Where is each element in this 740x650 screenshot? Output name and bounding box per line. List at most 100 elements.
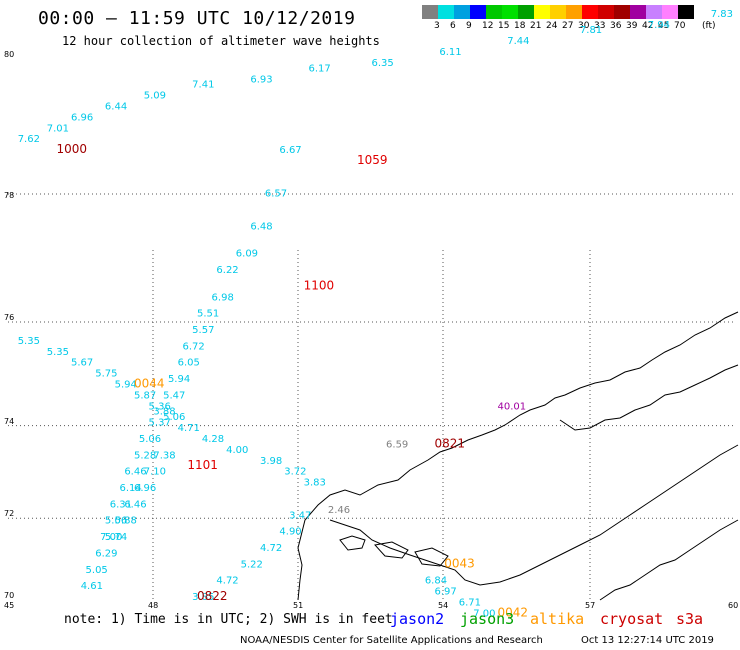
island-1 — [339, 535, 366, 551]
wave-height-label: 6.67 — [279, 145, 301, 156]
wave-height-label: 5.67 — [71, 358, 93, 369]
wave-height-label: 5.06 — [139, 434, 161, 445]
wave-height-label: 7.00 — [100, 532, 122, 543]
wave-height-label: 7.81 — [580, 25, 602, 36]
legend-unit: (ft) — [702, 21, 716, 31]
wave-height-label: 6.72 — [182, 341, 204, 352]
wave-height-label: 6.96 — [71, 112, 93, 123]
wave-height-label: 5.75 — [95, 369, 117, 380]
wave-height-label: 5.87 — [134, 390, 156, 401]
footer-timestamp: Oct 13 12:27:14 UTC 2019 — [581, 635, 714, 646]
wave-height-label: 5.35 — [18, 336, 40, 347]
lon-tick-label: 54 — [438, 601, 448, 610]
wave-height-label: 6.22 — [216, 265, 238, 276]
wave-height-label: 6.84 — [425, 576, 447, 587]
wave-height-label: 40.01 — [498, 401, 527, 412]
coastline-inlet — [559, 364, 739, 431]
wave-height-label: 6.59 — [386, 439, 408, 450]
page-subtitle: 12 hour collection of altimeter wave hei… — [62, 34, 380, 48]
wave-height-label: 6.11 — [439, 47, 461, 58]
wave-height-label: 5.28 — [134, 450, 156, 461]
wave-height-label: 6.46 — [124, 467, 146, 478]
wave-height-label: 4.72 — [216, 576, 238, 587]
coastline-south — [329, 444, 739, 586]
lat-tick-label: 74 — [4, 417, 14, 426]
footer-credit: NOAA/NESDIS Center for Satellite Applica… — [240, 635, 543, 646]
wave-height-label: 6.57 — [265, 189, 287, 200]
coastline-mainland — [297, 311, 739, 601]
legend-label: 3 — [434, 21, 440, 31]
pass-time-label: 1059 — [357, 153, 388, 167]
legend-swatch — [518, 5, 534, 19]
wave-height-label: 3.98 — [260, 456, 282, 467]
wave-height-label: 4.90 — [279, 527, 301, 538]
wave-height-label: 4.28 — [202, 434, 224, 445]
legend-s3a: s3a — [676, 610, 704, 628]
legend-label: 39 — [626, 21, 638, 31]
legend-swatch — [470, 5, 486, 19]
legend-label: 30 — [578, 21, 590, 31]
wave-height-label: 5.88 — [115, 516, 137, 527]
wave-height-label: 6.35 — [372, 58, 394, 69]
wave-height-label: 3.83 — [304, 478, 326, 489]
legend-label: 15 — [498, 21, 510, 31]
legend-swatch — [454, 5, 470, 19]
wave-height-label: 6.97 — [435, 587, 457, 598]
legend-swatch — [438, 5, 454, 19]
legend-swatch — [598, 5, 614, 19]
wave-height-label: 7.10 — [144, 467, 166, 478]
wave-height-label: 4.61 — [81, 581, 103, 592]
wave-height-label: 0042 — [498, 605, 529, 619]
wave-height-label: 6.05 — [178, 358, 200, 369]
wave-height-label: 6.93 — [250, 74, 272, 85]
legend-label: 6 — [450, 21, 456, 31]
legend-label: 18 — [514, 21, 526, 31]
wave-height-label: 6.44 — [105, 102, 127, 113]
island-2 — [374, 541, 409, 559]
legend-label: 21 — [530, 21, 542, 31]
lon-tick-label: 51 — [293, 601, 303, 610]
wave-height-label: 7.44 — [507, 36, 529, 47]
legend-swatch — [566, 5, 582, 19]
lon-tick-label: 57 — [585, 601, 595, 610]
legend-swatch — [582, 5, 598, 19]
wave-height-label: 7.62 — [18, 134, 40, 145]
legend-label: 12 — [482, 21, 494, 31]
wave-height-label: 5.06 — [163, 412, 185, 423]
lat-tick-label: 80 — [4, 50, 14, 59]
lat-tick-label: 78 — [4, 191, 14, 200]
legend-jason3: jason3 — [460, 610, 515, 628]
wave-height-label: 5.22 — [241, 559, 263, 570]
wave-height-label: 7.38 — [153, 450, 175, 461]
legend-label: 45 — [658, 21, 670, 31]
wave-height-label: 7.94 — [648, 20, 670, 31]
pass-time-label: 0822 — [197, 589, 228, 603]
page-title: 00:00 – 11:59 UTC 10/12/2019 — [38, 8, 356, 29]
pass-time-label: 1000 — [56, 142, 87, 156]
wave-height-label: 5.51 — [197, 309, 219, 320]
wave-height-label: 5.74 — [105, 532, 127, 543]
wave-height-label: 6.46 — [124, 499, 146, 510]
color-legend-labels: 3 6 9 12 15 18 21 24 27 30 33 36 39 42 45 70 (ft) — [422, 21, 740, 35]
legend-swatch — [502, 5, 518, 19]
legend-label: 70 — [674, 21, 686, 31]
legend-swatch — [630, 5, 646, 19]
legend-swatch — [422, 5, 438, 19]
wave-height-label: 5.36 — [149, 401, 171, 412]
wave-height-label: 3.47 — [289, 510, 311, 521]
lon-tick-label: 60 — [728, 601, 738, 610]
wave-height-label: 6.29 — [95, 548, 117, 559]
pass-time-label: 0821 — [435, 436, 466, 450]
wave-height-label: 0044 — [134, 376, 165, 390]
legend-swatch — [678, 5, 694, 19]
wave-height-label: 7.41 — [192, 80, 214, 91]
legend-swatch — [534, 5, 550, 19]
lat-tick-label: 70 — [4, 591, 14, 600]
wave-height-label: 6.09 — [236, 249, 258, 260]
wave-height-label: 4.72 — [260, 543, 282, 554]
legend-label: 27 — [562, 21, 574, 31]
wave-height-label: 5.94 — [168, 374, 190, 385]
coastline-east — [599, 519, 739, 601]
